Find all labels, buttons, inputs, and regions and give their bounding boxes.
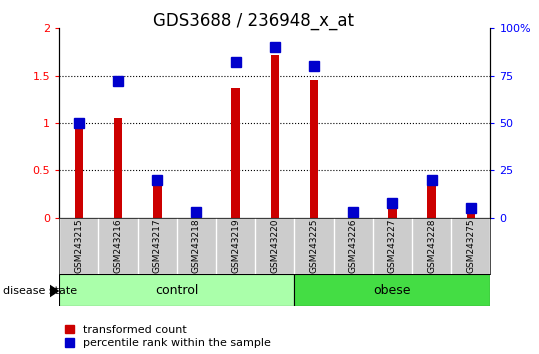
Bar <box>388 206 397 218</box>
Text: GSM243219: GSM243219 <box>231 219 240 273</box>
Text: GSM243220: GSM243220 <box>271 219 279 273</box>
Bar <box>427 183 436 218</box>
Bar <box>467 213 475 218</box>
Text: disease state: disease state <box>3 286 77 296</box>
Bar <box>294 274 490 306</box>
FancyArrow shape <box>49 285 58 297</box>
Bar <box>59 274 294 306</box>
Text: GSM243227: GSM243227 <box>388 219 397 273</box>
Bar <box>153 183 162 218</box>
Bar <box>271 55 279 218</box>
Bar <box>192 214 201 218</box>
Text: GSM243228: GSM243228 <box>427 219 436 273</box>
Bar <box>231 88 240 218</box>
Text: GSM243217: GSM243217 <box>153 219 162 273</box>
Text: control: control <box>155 284 198 297</box>
Bar <box>310 80 319 218</box>
Text: GSM243215: GSM243215 <box>74 219 84 273</box>
Text: obese: obese <box>374 284 411 297</box>
Text: GSM243226: GSM243226 <box>349 219 358 273</box>
Legend: transformed count, percentile rank within the sample: transformed count, percentile rank withi… <box>65 325 271 348</box>
Text: GSM243218: GSM243218 <box>192 219 201 273</box>
Bar <box>349 214 357 218</box>
Text: GDS3688 / 236948_x_at: GDS3688 / 236948_x_at <box>153 12 354 30</box>
Bar <box>74 123 83 218</box>
Text: GSM243216: GSM243216 <box>114 219 122 273</box>
Text: GSM243225: GSM243225 <box>309 219 319 273</box>
Text: GSM243275: GSM243275 <box>466 219 475 273</box>
Bar <box>114 118 122 218</box>
